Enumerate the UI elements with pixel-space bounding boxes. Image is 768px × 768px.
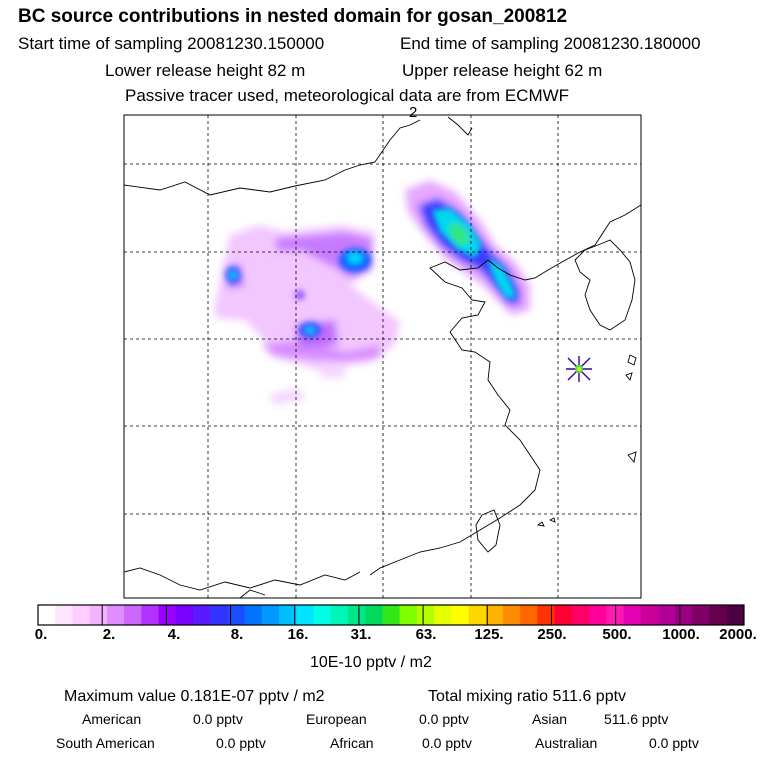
- colorbar-swatch: [416, 605, 435, 625]
- colorbar: [38, 605, 745, 625]
- end-time-label: End time of sampling 20081230.180000: [400, 34, 701, 53]
- colorbar-swatch: [72, 605, 91, 625]
- colorbar-swatch: [313, 605, 332, 625]
- american-value: 0.0 pptv: [193, 711, 243, 727]
- colorbar-swatch: [330, 605, 349, 625]
- colorbar-swatch: [210, 605, 228, 625]
- total-mixing-ratio: Total mixing ratio 511.6 pptv: [428, 688, 627, 705]
- colorbar-tick: 125.: [474, 626, 504, 643]
- colorbar-swatch: [726, 605, 745, 625]
- colorbar-swatch: [261, 605, 280, 625]
- tracer-note: Passive tracer used, meteorological data…: [125, 86, 570, 105]
- colorbar-swatch: [347, 605, 366, 625]
- colorbar-swatch: [571, 605, 590, 625]
- european-label: European: [306, 711, 367, 727]
- asterisk-marker: [566, 356, 592, 382]
- plume-northeast-core: [432, 208, 516, 298]
- colorbar-swatch: [623, 605, 642, 625]
- colorbar-swatch: [554, 605, 573, 625]
- colorbar-swatch: [451, 605, 469, 625]
- map-frame: [123, 114, 642, 599]
- colorbar-swatch: [468, 605, 487, 625]
- colorbar-swatch: [38, 605, 56, 625]
- colorbar-tick: 16.: [287, 626, 309, 643]
- colorbar-tick: 500.: [602, 626, 632, 643]
- colorbar-tick: 31.: [350, 626, 372, 643]
- colorbar-swatch: [657, 605, 676, 625]
- colorbar-swatch: [502, 605, 521, 625]
- colorbar-swatch: [227, 605, 246, 625]
- colorbar-swatch: [537, 605, 556, 625]
- colorbar-swatch: [279, 605, 297, 625]
- colorbar-swatch: [485, 605, 504, 625]
- african-value: 0.0 pptv: [422, 735, 472, 751]
- colorbar-tick: 8.: [230, 626, 244, 643]
- colorbar-tick: 63.: [415, 626, 437, 643]
- colorbar-swatch: [158, 605, 177, 625]
- south-american-value: 0.0 pptv: [216, 735, 266, 751]
- map-gridlines: [124, 115, 641, 598]
- colorbar-tick: 0.: [34, 626, 48, 643]
- colorbar-tick: 4.: [167, 626, 181, 643]
- australian-value: 0.0 pptv: [649, 735, 699, 751]
- colorbar-swatch: [692, 605, 711, 625]
- colorbar-unit-label: 10E-10 pptv / m2: [310, 654, 432, 671]
- colorbar-swatch: [244, 605, 263, 625]
- colorbar-swatch: [175, 605, 194, 625]
- colorbar-swatch: [709, 605, 728, 625]
- colorbar-swatch: [589, 605, 607, 625]
- australian-label: Australian: [535, 735, 598, 751]
- colorbar-swatch: [434, 605, 452, 625]
- map-corner-label: 2: [409, 104, 418, 121]
- colorbar-swatch: [124, 605, 142, 625]
- asian-value: 511.6 pptv: [604, 711, 669, 727]
- upper-release-label: Upper release height 62 m: [402, 61, 603, 80]
- european-value: 0.0 pptv: [419, 711, 469, 727]
- south-american-label: South American: [56, 735, 155, 751]
- colorbar-swatch: [365, 605, 383, 625]
- colorbar-swatch: [675, 605, 693, 625]
- colorbar-swatch: [192, 605, 211, 625]
- asian-label: Asian: [532, 711, 568, 727]
- colorbar-swatch: [640, 605, 659, 625]
- colorbar-tick: 250.: [537, 626, 567, 643]
- colorbar-swatch: [520, 605, 538, 625]
- lower-release-label: Lower release height 82 m: [105, 61, 306, 80]
- colorbar-swatch: [55, 605, 73, 625]
- colorbar-tick: 1000.: [662, 626, 700, 643]
- african-label: African: [330, 735, 374, 751]
- colorbar-swatch: [296, 605, 315, 625]
- coastlines: [124, 116, 641, 598]
- start-time-label: Start time of sampling 20081230.150000: [18, 34, 325, 53]
- colorbar-swatch: [382, 605, 401, 625]
- american-label: American: [82, 711, 142, 727]
- colorbar-swatch: [399, 605, 418, 625]
- plume-west-core: [226, 248, 371, 338]
- colorbar-swatch: [106, 605, 125, 625]
- colorbar-swatch: [89, 605, 108, 625]
- colorbar-frame: [37, 604, 745, 626]
- colorbar-tick: 2000.: [719, 626, 757, 643]
- maximum-value: Maximum value 0.181E-07 pptv / m2: [64, 688, 325, 705]
- colorbar-tick: 2.: [102, 626, 116, 643]
- figure-title: BC source contributions in nested domain…: [18, 6, 568, 27]
- colorbar-swatch: [141, 605, 160, 625]
- colorbar-swatch: [606, 605, 624, 625]
